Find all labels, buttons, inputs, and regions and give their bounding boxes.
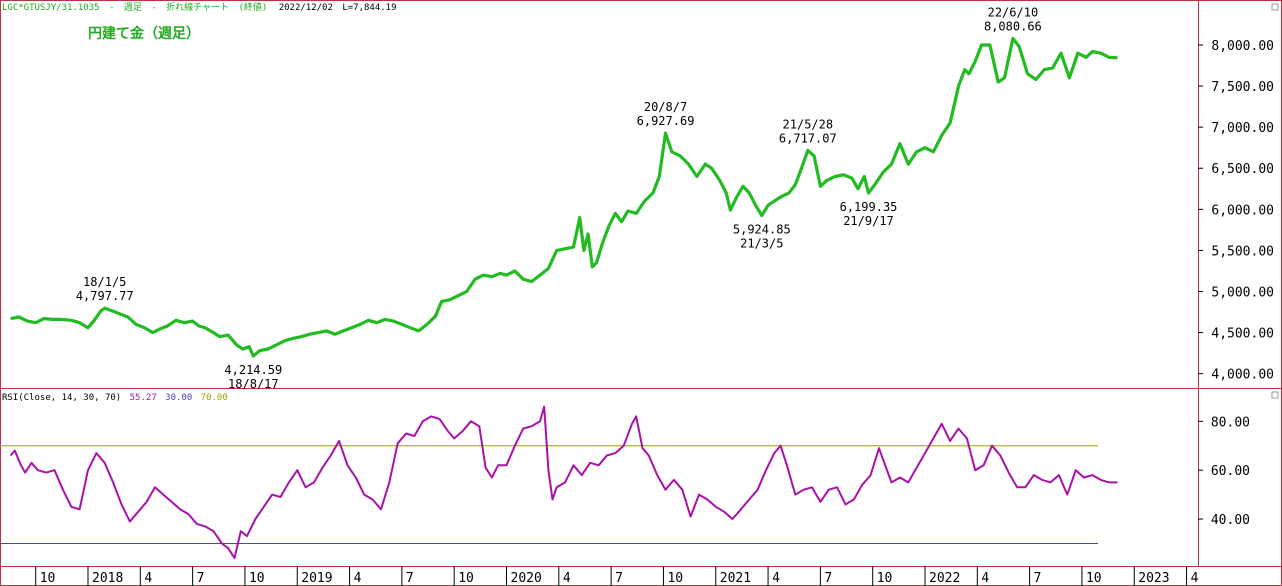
price-ytick-label: 7,500.00 bbox=[1211, 80, 1274, 95]
xtick-label: 4 bbox=[354, 571, 362, 586]
rsi-ytick-label: 40.00 bbox=[1211, 513, 1250, 528]
rsi-panel: 40.00 60.00 80.00 bbox=[0, 405, 1250, 560]
price-ytick-label: 6,500.00 bbox=[1211, 162, 1274, 177]
price-ytick-label: 5,000.00 bbox=[1211, 286, 1274, 301]
annotation-text: 6,199.35 bbox=[840, 200, 898, 214]
annotation-text: 4,214.59 bbox=[224, 363, 282, 377]
annotation-text: 21/5/28 bbox=[783, 117, 834, 131]
xtick-label: 4 bbox=[563, 571, 571, 586]
xtick-label: 10 bbox=[249, 571, 265, 586]
annotation-text: 21/3/5 bbox=[740, 236, 783, 250]
price-panel: 4,000.00 4,500.00 5,000.00 5,500.00 6,000.00… bbox=[10, 5, 1274, 391]
price-annotation: 22/6/108,080.66 bbox=[984, 5, 1042, 33]
xtick-label: 2018 bbox=[92, 571, 123, 586]
price-ytick-label: 8,000.00 bbox=[1211, 39, 1274, 54]
annotation-text: 18/1/5 bbox=[83, 275, 126, 289]
header-symbol: LGC*GTUSJY/31.1035 bbox=[2, 3, 100, 13]
rsi-ytick-label: 60.00 bbox=[1211, 464, 1250, 479]
annotation-text: 6,927.69 bbox=[637, 114, 695, 128]
price-line bbox=[10, 36, 1118, 358]
annotation-text: 20/8/7 bbox=[644, 100, 687, 114]
rsi-line bbox=[9, 405, 1118, 560]
price-ytick-label: 5,500.00 bbox=[1211, 244, 1274, 259]
rsi-ytick-label: 80.00 bbox=[1211, 415, 1250, 430]
xtick-label: 4 bbox=[772, 571, 780, 586]
x-axis: 10 2018 4 7 10 2019 4 7 10 2020 4 7 10 2021 4 7 10 2022 4 7… bbox=[35, 566, 1199, 586]
panel-maximize-icon[interactable] bbox=[1271, 391, 1279, 399]
xtick-label: 4 bbox=[144, 571, 152, 586]
xtick-label: 2022 bbox=[929, 571, 960, 586]
annotation-text: 4,797.77 bbox=[76, 289, 134, 303]
price-annotation: 18/1/54,797.77 bbox=[76, 275, 134, 303]
xtick-label: 2020 bbox=[511, 571, 542, 586]
price-ytick-label: 4,000.00 bbox=[1211, 368, 1274, 383]
rsi-name: RSI(Close, 14, 30, 70) bbox=[2, 393, 121, 403]
chart-title: 円建て金（週足） bbox=[88, 25, 200, 42]
xtick-label: 10 bbox=[667, 571, 683, 586]
annotation-text: 5,924.85 bbox=[733, 222, 791, 236]
xtick-label: 2019 bbox=[301, 571, 332, 586]
header-line: LGC*GTUSJY/31.1035 - 週足 - 折れ線チャート (終値) 2… bbox=[2, 1, 397, 13]
annotation-text: 6,717.07 bbox=[779, 131, 837, 145]
header-separator: - bbox=[109, 3, 114, 13]
header-last-price: L=7,844.19 bbox=[342, 3, 396, 13]
rsi-high-level: 70.00 bbox=[201, 393, 228, 403]
annotation-text: 21/9/17 bbox=[843, 214, 894, 228]
xtick-label: 10 bbox=[40, 571, 56, 586]
xtick-label: 10 bbox=[1086, 571, 1102, 586]
rsi-value: 55.27 bbox=[130, 393, 157, 403]
price-annotation: 21/5/286,717.07 bbox=[779, 117, 837, 145]
price-ytick-label: 7,000.00 bbox=[1211, 121, 1274, 136]
rsi-label: RSI(Close, 14, 30, 70) 55.27 30.00 70.00 bbox=[2, 393, 228, 403]
annotation-text: 18/8/17 bbox=[228, 377, 279, 391]
header-period: 週足 bbox=[124, 2, 142, 13]
price-annotation: 20/8/76,927.69 bbox=[637, 100, 695, 128]
xtick-label: 2021 bbox=[720, 571, 751, 586]
xtick-label: 7 bbox=[1034, 571, 1042, 586]
price-ytick-label: 6,000.00 bbox=[1211, 203, 1274, 218]
rsi-low-level: 30.00 bbox=[165, 393, 192, 403]
xtick-label: 7 bbox=[197, 571, 205, 586]
annotation-text: 8,080.66 bbox=[984, 19, 1042, 33]
header-separator: - bbox=[151, 3, 156, 13]
panel-maximize-icon[interactable] bbox=[1271, 3, 1279, 11]
xtick-label: 4 bbox=[981, 571, 989, 586]
header-date: 2022/12/02 bbox=[279, 3, 333, 13]
header-price-kind: (終値) bbox=[238, 1, 267, 13]
xtick-label: 7 bbox=[824, 571, 832, 586]
xtick-label: 10 bbox=[458, 571, 474, 586]
xtick-label: 7 bbox=[615, 571, 623, 586]
annotation-text: 22/6/10 bbox=[988, 5, 1039, 19]
xtick-label: 10 bbox=[877, 571, 893, 586]
price-ytick-label: 4,500.00 bbox=[1211, 327, 1274, 342]
xtick-label: 4 bbox=[1191, 571, 1199, 586]
xtick-label: 7 bbox=[406, 571, 414, 586]
xtick-label: 2023 bbox=[1138, 571, 1169, 586]
header-chart-kind: 折れ線チャート bbox=[166, 1, 229, 13]
